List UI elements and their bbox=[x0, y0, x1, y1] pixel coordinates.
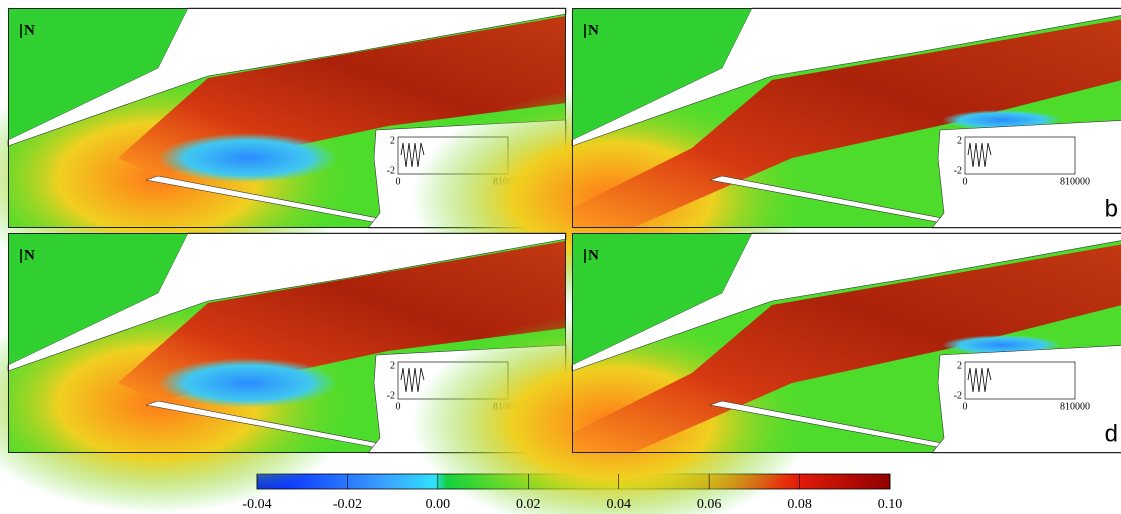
colorbar-tick-label: 0.02 bbox=[516, 497, 541, 512]
inset-xmin: 0 bbox=[396, 401, 401, 412]
panel: Nd 2 -20 810000 bbox=[412, 232, 1121, 514]
inset-ymin: -2 bbox=[954, 390, 962, 401]
panel-label: b bbox=[1105, 195, 1118, 222]
land-left bbox=[8, 8, 188, 140]
colorbar-tick-label: 0.06 bbox=[697, 497, 722, 512]
colorbar-tick-label: -0.02 bbox=[333, 497, 362, 512]
north-label: N bbox=[588, 22, 599, 38]
panel-label: d bbox=[1105, 420, 1118, 447]
north-label: N bbox=[588, 247, 599, 263]
jet-band bbox=[572, 19, 1121, 228]
inset-xmax: 810000 bbox=[1060, 176, 1090, 187]
inset-ymax: 2 bbox=[390, 360, 395, 371]
land-left bbox=[572, 233, 752, 365]
colorbar-tick-label: 0.04 bbox=[606, 497, 631, 512]
land-left bbox=[8, 233, 188, 365]
inset-xmax: 810000 bbox=[1060, 401, 1090, 412]
inset-signal bbox=[400, 367, 425, 393]
inset-signal bbox=[400, 142, 425, 168]
inset-ymax: 2 bbox=[957, 360, 962, 371]
colorbar-tick-label: 0.10 bbox=[878, 497, 903, 512]
inset-xmin: 0 bbox=[963, 176, 968, 187]
inset-box bbox=[964, 361, 1076, 400]
cold-zone bbox=[158, 358, 338, 408]
north-label: N bbox=[24, 247, 35, 263]
inset-xmin: 0 bbox=[963, 401, 968, 412]
inset-ymax: 2 bbox=[390, 135, 395, 146]
inset-ymax: 2 bbox=[957, 135, 962, 146]
colorbar-tick-label: -0.04 bbox=[242, 497, 271, 512]
inset-ymin: -2 bbox=[954, 165, 962, 176]
colorbar-tick-label: 0.00 bbox=[426, 497, 451, 512]
land-left bbox=[572, 8, 752, 140]
inset-signal bbox=[967, 142, 992, 168]
frame bbox=[572, 8, 1121, 228]
jet-band bbox=[572, 244, 1121, 453]
inset-xmin: 0 bbox=[396, 176, 401, 187]
frame bbox=[572, 233, 1121, 453]
north-label: N bbox=[24, 22, 35, 38]
inset-ymin: -2 bbox=[387, 390, 395, 401]
cold-zone bbox=[158, 133, 338, 183]
inset-box bbox=[964, 136, 1076, 175]
inset-signal bbox=[967, 367, 992, 393]
inset-ymin: -2 bbox=[387, 165, 395, 176]
colorbar-tick-label: 0.08 bbox=[787, 497, 812, 512]
